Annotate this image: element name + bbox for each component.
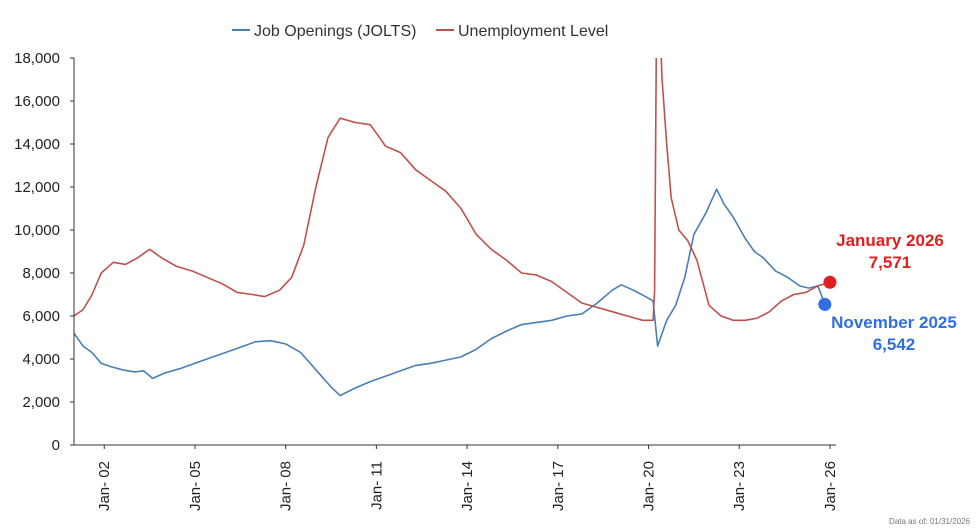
x-tick-label: Jan- 20 [641, 461, 658, 511]
x-tick-label: Jan- 23 [731, 461, 748, 511]
x-tick-label: Jan- 26 [822, 461, 839, 511]
x-tick-label: Jan- 14 [459, 461, 476, 511]
legend-label-unemployment: Unemployment Level [458, 23, 608, 40]
series-line-job-openings [74, 188, 826, 397]
y-tick-label: 0 [52, 437, 60, 454]
y-tick-label: 2,000 [22, 394, 60, 411]
annotation-value-label: 6,542 [873, 335, 916, 354]
x-tick-label: Jan- 02 [96, 461, 113, 511]
x-axis: Jan- 02 Jan- 05 Jan- 08 Jan- 11 Jan- 14 Jan- … [96, 445, 839, 511]
y-tick-label: 6,000 [22, 308, 60, 325]
marker-january-2026 [823, 275, 837, 289]
marker-november-2025 [818, 297, 832, 311]
annotation-date-label: November 2025 [831, 313, 957, 332]
x-tick-label: Jan- 11 [368, 461, 385, 510]
series-layer [74, 58, 831, 397]
legend: Job Openings (JOLTS) Unemployment Level [232, 23, 608, 40]
x-tick-label: Jan- 08 [278, 461, 295, 511]
y-tick-label: 8,000 [22, 265, 60, 282]
x-tick-label: Jan- 17 [550, 461, 567, 511]
y-axis: 0 2,000 4,000 6,000 8,000 10,000 12,000 14,000 1… [14, 50, 74, 454]
data-as-of-footnote: Data as of: 01/31/2026 [889, 517, 971, 526]
x-tick-label: Jan- 05 [187, 461, 204, 511]
y-tick-label: 12,000 [14, 179, 60, 196]
annotation-value-label: 7,571 [869, 253, 912, 272]
annotation-layer: January 2026 7,571 November 2025 6,542 [818, 231, 957, 354]
legend-label-job-openings: Job Openings (JOLTS) [254, 23, 416, 40]
y-tick-label: 18,000 [14, 50, 60, 67]
y-tick-label: 4,000 [22, 351, 60, 368]
y-tick-label: 14,000 [14, 136, 60, 153]
series-line-unemployment [74, 58, 831, 322]
y-tick-label: 16,000 [14, 93, 60, 110]
y-tick-label: 10,000 [14, 222, 60, 239]
annotation-date-label: January 2026 [836, 231, 944, 250]
